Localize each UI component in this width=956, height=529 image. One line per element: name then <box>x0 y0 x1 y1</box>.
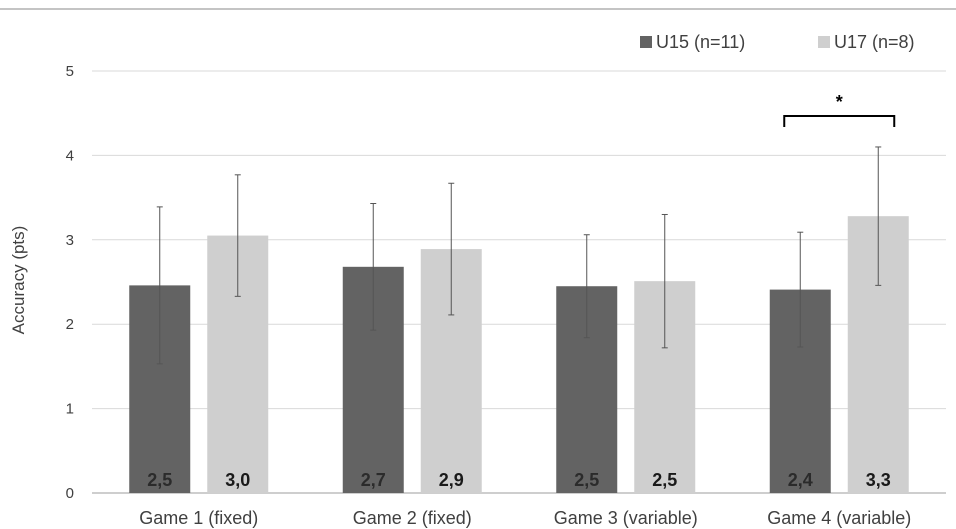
data-label: 2,4 <box>788 470 813 490</box>
data-label: 2,7 <box>361 470 386 490</box>
data-label: 2,5 <box>574 470 599 490</box>
data-labels: 2,5 3,0 2,7 2,9 2,5 2,5 2,4 3,3 <box>147 470 891 490</box>
y-axis-title: Accuracy (pts) <box>9 226 28 335</box>
error-bars <box>156 146 882 365</box>
significance-star: * <box>836 92 843 112</box>
x-tick-label: Game 2 (fixed) <box>353 508 472 528</box>
y-tick-label: 2 <box>66 316 74 333</box>
significance-bracket <box>783 115 896 127</box>
significance-annotation: * <box>783 92 896 127</box>
data-label: 3,3 <box>866 470 891 490</box>
legend-label: U17 (n=8) <box>834 32 915 52</box>
y-axis: 0 1 2 3 4 5 <box>66 63 74 502</box>
x-axis: Game 1 (fixed) Game 2 (fixed) Game 3 (vari… <box>139 508 911 528</box>
y-tick-label: 1 <box>66 401 74 418</box>
y-tick-label: 4 <box>66 147 74 164</box>
bars <box>129 216 909 493</box>
legend-swatch <box>818 36 830 48</box>
data-label: 2,9 <box>439 470 464 490</box>
legend-swatch <box>640 36 652 48</box>
data-label: 2,5 <box>652 470 677 490</box>
legend-label: U15 (n=11) <box>656 32 745 52</box>
legend: U15 (n=11) U17 (n=8) <box>640 32 915 52</box>
x-tick-label: Game 3 (variable) <box>554 508 698 528</box>
y-tick-label: 5 <box>66 63 74 80</box>
x-tick-label: Game 1 (fixed) <box>139 508 258 528</box>
data-label: 2,5 <box>147 470 172 490</box>
y-tick-label: 3 <box>66 232 74 249</box>
x-tick-label: Game 4 (variable) <box>767 508 911 528</box>
data-label: 3,0 <box>225 470 250 490</box>
y-tick-label: 0 <box>66 485 74 502</box>
